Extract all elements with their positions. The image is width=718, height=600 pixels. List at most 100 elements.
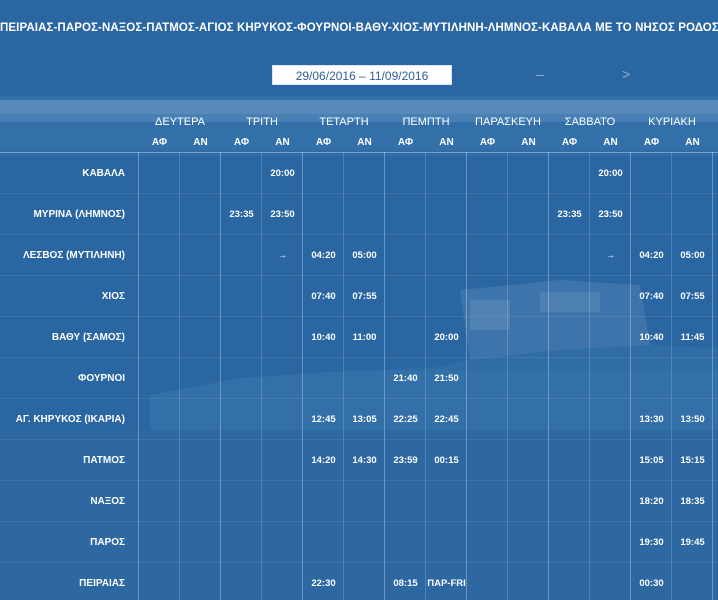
departure-time-cell [590, 522, 631, 563]
table-row: ΝΑΞΟΣ 18:20 18:35 [0, 481, 718, 522]
port-name: ΑΓ. ΚΗΡΥΚΟΣ (ΙΚΑΡΙΑ) [15, 414, 125, 425]
departure-time-cell [508, 563, 549, 600]
departure-time-cell: 20:00 [434, 332, 459, 343]
departure-time-cell [180, 153, 221, 194]
arrival-time-cell [467, 358, 508, 399]
port-name: ΧΙΟΣ [101, 291, 125, 302]
date-range-selector[interactable]: 29/06/2016 – 11/09/2016 [272, 65, 452, 85]
arrival-time-cell [221, 276, 262, 317]
arrival-time-cell: 07:40 [311, 291, 336, 302]
arrival-time-cell [549, 276, 590, 317]
departure-time-cell [180, 194, 221, 235]
arrival-time-cell [221, 235, 262, 276]
departure-time-cell [180, 276, 221, 317]
departure-time-cell [262, 358, 303, 399]
table-row: ΑΓ. ΚΗΡΥΚΟΣ (ΙΚΑΡΙΑ) 12:45 13:05 22:25 22:45… [0, 399, 718, 440]
departure-time-cell [426, 194, 467, 235]
arrival-time-cell [549, 358, 590, 399]
arrival-time-cell: 08:15 [393, 578, 418, 589]
departure-time-cell [508, 153, 549, 194]
departure-time-cell [262, 563, 303, 600]
arrival-time-cell: 14:20 [311, 455, 336, 466]
arrival-time-cell [139, 481, 180, 522]
departure-column-header: ΑΝ [603, 137, 618, 148]
row-divider [0, 480, 718, 481]
previous-period-button[interactable]: – [536, 66, 544, 82]
departure-time-cell [262, 440, 303, 481]
column-separator [466, 152, 467, 600]
arrival-time-cell [139, 358, 180, 399]
day-header: ΤΕΤΑΡΤΗ [319, 116, 369, 128]
departure-time-cell [508, 235, 549, 276]
column-separator [712, 152, 713, 600]
departure-time-cell: → [605, 250, 616, 261]
arrival-time-cell: 18:20 [639, 496, 664, 507]
departure-time-cell: 23:50 [270, 209, 295, 220]
arrival-time-cell: 23:35 [229, 209, 254, 220]
departure-time-cell: 21:50 [434, 373, 459, 384]
departure-time-cell [180, 235, 221, 276]
arrival-time-cell [631, 194, 672, 235]
arrival-time-cell [221, 358, 262, 399]
departure-time-cell [426, 522, 467, 563]
departure-time-cell [262, 399, 303, 440]
arrival-time-cell: 21:40 [393, 373, 418, 384]
arrival-time-cell [139, 317, 180, 358]
arrival-time-cell: 10:40 [639, 332, 664, 343]
port-name: ΠΕΙΡΑΙΑΣ [79, 578, 125, 589]
arrival-time-cell [221, 481, 262, 522]
arrival-column-header: ΑΦ [315, 137, 332, 148]
departure-time-cell [180, 317, 221, 358]
route-title: ΠΕΙΡΑΙΑΣ-ΠΑΡΟΣ-ΝΑΞΟΣ-ΠΑΤΜΟΣ-ΑΓΙΟΣ ΚΗΡΥΚΟ… [0, 22, 718, 34]
arrival-time-cell [549, 317, 590, 358]
arrival-time-cell [549, 522, 590, 563]
departure-time-cell [508, 522, 549, 563]
header-divider [0, 152, 718, 153]
schedule-table: ΔΕΥΤΕΡΑ ΤΡΙΤΗ ΤΕΤΑΡΤΗ ΠΕΜΠΤΗ ΠΑΡΑΣΚΕΥΗ ΣΑΒΒΑΤ… [0, 112, 718, 600]
row-divider [0, 234, 718, 235]
departure-time-cell [180, 481, 221, 522]
arrival-time-cell: 23:35 [557, 209, 582, 220]
next-period-button[interactable]: > [622, 66, 631, 82]
departure-time-cell [180, 440, 221, 481]
arrival-time-cell [303, 481, 344, 522]
row-divider [0, 275, 718, 276]
arrival-time-cell [303, 153, 344, 194]
departure-time-cell [508, 317, 549, 358]
departure-time-cell: 07:55 [352, 291, 377, 302]
arrival-time-cell [221, 440, 262, 481]
arrival-time-cell [467, 194, 508, 235]
column-separator [179, 152, 180, 600]
arrival-time-cell [467, 440, 508, 481]
departure-time-cell [262, 481, 303, 522]
arrival-time-cell [221, 399, 262, 440]
departure-time-cell [262, 276, 303, 317]
departure-time-cell [672, 358, 713, 399]
day-header: ΣΑΒΒΑΤΟ [564, 116, 616, 128]
departure-time-cell [180, 522, 221, 563]
column-separator [302, 152, 303, 600]
column-separator [589, 152, 590, 600]
arrival-time-cell [221, 522, 262, 563]
row-divider [0, 398, 718, 399]
departure-time-cell [262, 317, 303, 358]
departure-time-cell: → [277, 250, 288, 261]
arrival-time-cell [139, 440, 180, 481]
arrival-time-cell [467, 276, 508, 317]
departure-time-cell [426, 235, 467, 276]
arrival-time-cell [303, 194, 344, 235]
arrival-time-cell: 04:20 [639, 250, 664, 261]
arrival-time-cell [385, 522, 426, 563]
day-header-row: ΔΕΥΤΕΡΑ ΤΡΙΤΗ ΤΕΤΑΡΤΗ ΠΕΜΠΤΗ ΠΑΡΑΣΚΕΥΗ ΣΑΒΒΑΤ… [0, 112, 718, 132]
departure-column-header: ΑΝ [357, 137, 372, 148]
arrival-time-cell [139, 563, 180, 600]
departure-time-cell [508, 481, 549, 522]
arrival-time-cell [139, 522, 180, 563]
row-divider [0, 521, 718, 522]
table-row: ΧΙΟΣ 07:40 07:55 07:40 07:55 [0, 276, 718, 317]
arrival-time-cell [549, 481, 590, 522]
port-name: ΜΥΡΙΝΑ (ΛΗΜΝΟΣ) [33, 209, 125, 220]
departure-time-cell [590, 276, 631, 317]
arrival-column-header: ΑΦ [233, 137, 250, 148]
